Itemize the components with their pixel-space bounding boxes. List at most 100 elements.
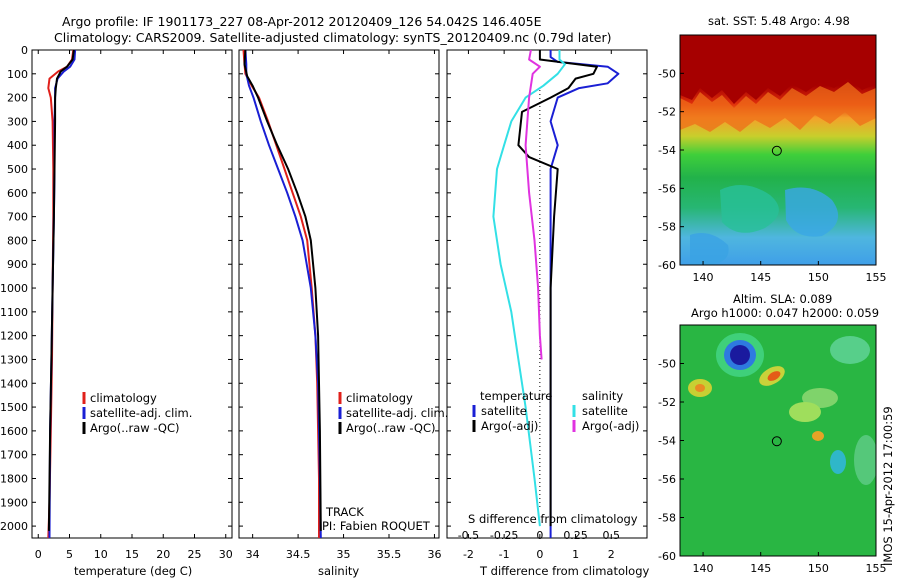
map-y-tick-label: -58: [658, 512, 676, 525]
map-y-tick-label: -52: [658, 396, 676, 409]
depth-tick-label: 0: [21, 44, 28, 57]
sst-map-title: sat. SST: 5.48 Argo: 4.98: [708, 14, 850, 28]
map-x-tick-label: 155: [866, 562, 887, 575]
sst-map: [680, 35, 876, 265]
sst-cool-patch-3: [690, 232, 729, 265]
depth-tick-label: 1800: [0, 472, 28, 485]
x-tick-label: 36: [427, 548, 441, 561]
temperature-legend: climatology satellite-adj. clim. Argo(..…: [82, 391, 192, 435]
depth-tick-label: 1200: [0, 330, 28, 343]
legend-label-climatology: climatology: [90, 391, 157, 405]
series-line-black: [47, 49, 75, 531]
s-difference-tick-label: 0.25: [563, 529, 588, 542]
sla-low-eddy-core: [730, 345, 750, 365]
sla-patch-f: [854, 435, 876, 485]
series-line-black: [517, 50, 598, 527]
figure-title-line2: Climatology: CARS2009. Satellite-adjuste…: [54, 30, 611, 45]
map-x-tick-label: 145: [750, 562, 771, 575]
legend-label-satellite-adj: satellite-adj. clim.: [346, 406, 448, 420]
map-x-tick-label: 150: [808, 562, 829, 575]
legend-label-s-satellite: satellite: [582, 404, 628, 418]
x-tick-label: 15: [125, 548, 139, 561]
depth-tick-label: 1100: [0, 306, 28, 319]
depth-tick-label: 1400: [0, 377, 28, 390]
t-difference-xlabel: T difference from climatology: [479, 564, 650, 578]
sla-patch-e: [830, 336, 870, 364]
temperature-panel-frame: [31, 49, 233, 539]
salinity-legend: climatology satellite-adj. clim. Argo(..…: [338, 391, 448, 435]
sla-map-title-line1: Altim. SLA: 0.089: [733, 292, 832, 306]
x-tick-label: 30: [219, 548, 233, 561]
temperature-difference-legend: temperature satellite Argo(-adj): [472, 389, 552, 433]
sla-patch-d: [830, 450, 846, 474]
depth-tick-label: 1500: [0, 401, 28, 414]
x-tick-label: 10: [94, 548, 108, 561]
sst-map-axes: 140 145 150 155 -50 -52 -54 -56 -58 -60: [658, 67, 886, 284]
temperature-xlabel: temperature (deg C): [74, 564, 192, 578]
difference-panel-frame: [446, 49, 648, 539]
track-annotation: TRACK: [325, 505, 364, 519]
salinity-xlabel: salinity: [318, 564, 359, 578]
figure-title-line1: Argo profile: IF 1901173_227 08-Apr-2012…: [62, 14, 542, 29]
sla-map-axes: 140 145 150 155 -50 -52 -54 -56 -58 -60: [658, 358, 886, 576]
depth-tick-label: 1700: [0, 449, 28, 462]
map-y-tick-label: -56: [658, 182, 676, 195]
x-tick-label: 2: [608, 548, 615, 561]
depth-tick-label: 700: [7, 211, 28, 224]
legend-label-s-argo: Argo(-adj): [582, 419, 639, 433]
imos-timestamp: IMOS 15-Apr-2012 17:00:59: [881, 406, 895, 566]
depth-tick-label: 900: [7, 258, 28, 271]
x-tick-label: 5: [66, 548, 73, 561]
x-tick-label: -1: [499, 548, 510, 561]
sst-cool-patch-1: [720, 185, 779, 233]
legend-label-t-satellite: satellite: [481, 404, 527, 418]
x-tick-label: 0: [536, 548, 543, 561]
series-line-red: [242, 49, 320, 538]
s-difference-tick-label: -0.25: [490, 529, 518, 542]
map-x-tick-label: 140: [693, 271, 714, 284]
difference-panel: -2 -1 0 1 2 -0.5 -0.25 0 0.25 0.5: [458, 49, 621, 561]
s-difference-tick-label: 0.5: [603, 529, 621, 542]
map-x-tick-label: 155: [866, 271, 887, 284]
legend-title-temperature: temperature: [480, 389, 552, 403]
legend-label-satellite-adj: satellite-adj. clim.: [90, 406, 192, 420]
depth-tick-label: 1000: [0, 282, 28, 295]
legend-title-salinity: salinity: [582, 389, 623, 403]
legend-label-argo: Argo(..raw -QC): [346, 421, 436, 435]
map-x-tick-label: 150: [808, 271, 829, 284]
series-line-blue: [244, 49, 322, 539]
map-y-tick-label: -54: [658, 144, 676, 157]
x-tick-label: 1: [572, 548, 579, 561]
argo-position-marker-sst: [771, 145, 782, 156]
sst-cool-patch-2: [785, 187, 839, 237]
legend-label-t-argo: Argo(-adj): [481, 419, 538, 433]
sla-patch-c: [789, 402, 821, 422]
map-y-tick-label: -60: [658, 550, 676, 563]
depth-tick-label: 500: [7, 163, 28, 176]
s-difference-tick-label: -0.5: [458, 529, 479, 542]
depth-tick-label: 600: [7, 187, 28, 200]
x-tick-label: -2: [463, 548, 474, 561]
series-line-black: [243, 49, 322, 531]
legend-label-climatology: climatology: [346, 391, 413, 405]
x-tick-label: 25: [188, 548, 202, 561]
x-tick-label: 35: [337, 548, 351, 561]
depth-tick-label: 2000: [0, 520, 28, 533]
sla-high-patch-2b: [695, 384, 705, 392]
map-y-tick-label: -50: [658, 358, 676, 371]
sla-map-title-line2: Argo h1000: 0.047 h2000: 0.059: [691, 306, 879, 320]
x-tick-label: 34: [246, 548, 260, 561]
series-line-blue: [549, 50, 620, 538]
depth-tick-label: 1900: [0, 496, 28, 509]
depth-tick-label: 1600: [0, 425, 28, 438]
legend-label-argo: Argo(..raw -QC): [90, 421, 180, 435]
sla-map-field: [680, 325, 876, 556]
depth-tick-label: 100: [7, 68, 28, 81]
depth-tick-label: 1300: [0, 353, 28, 366]
sla-high-patch-3: [812, 431, 824, 441]
s-difference-tick-label: 0: [536, 529, 543, 542]
depth-tick-label: 400: [7, 139, 28, 152]
salinity-difference-legend: salinity satellite Argo(-adj): [572, 389, 639, 433]
x-tick-label: 20: [156, 548, 170, 561]
